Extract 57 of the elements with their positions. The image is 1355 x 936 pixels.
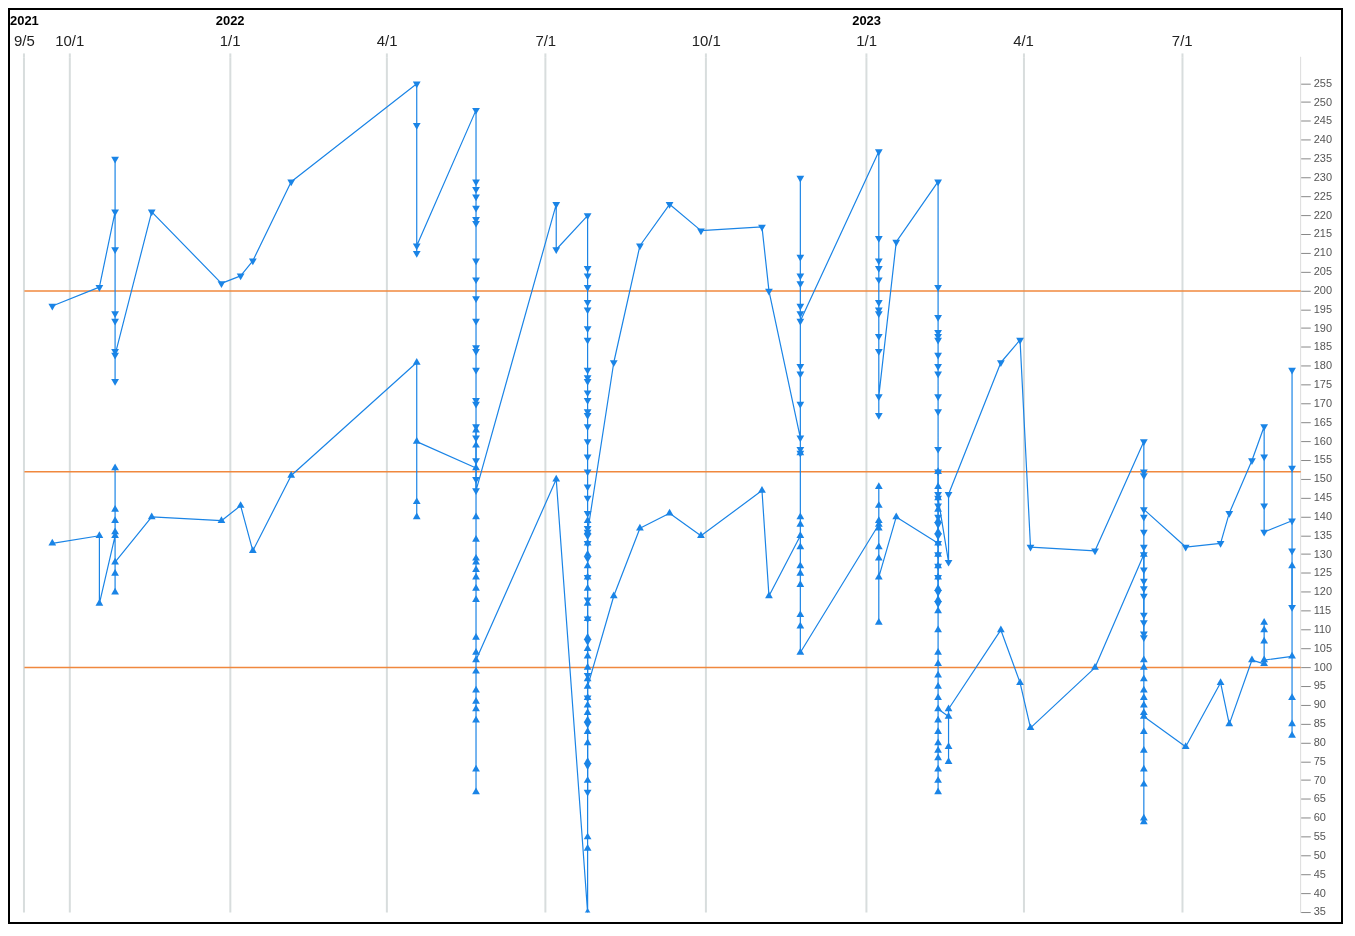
y-tick-label: 140 <box>1313 509 1332 522</box>
y-tick-label: 185 <box>1313 340 1332 353</box>
y-tick-label: 230 <box>1313 170 1332 183</box>
y-tick-label: 200 <box>1313 283 1332 296</box>
y-tick-label: 110 <box>1313 622 1332 635</box>
x-tick-label: 9/5 <box>14 31 35 49</box>
y-tick-label: 95 <box>1313 679 1326 692</box>
y-tick-label: 150 <box>1313 472 1332 485</box>
y-tick-label: 90 <box>1313 698 1326 711</box>
y-tick-label: 205 <box>1313 265 1332 278</box>
x-tick-label: 10/1 <box>691 31 721 49</box>
y-tick-label: 105 <box>1313 641 1332 654</box>
y-tick-label: 155 <box>1313 453 1332 466</box>
x-tick-label: 1/1 <box>856 31 877 49</box>
x-tick-label: 1/1 <box>219 31 241 49</box>
y-tick-label: 195 <box>1313 302 1332 315</box>
x-tick-label: 10/1 <box>55 31 85 49</box>
y-tick-label: 45 <box>1313 867 1326 880</box>
x2-tick-label: 2022 <box>215 13 245 29</box>
y-tick-label: 175 <box>1313 378 1332 391</box>
x2-tick-label: 2023 <box>852 13 881 29</box>
y-tick-label: 40 <box>1313 886 1326 899</box>
y-tick-label: 215 <box>1313 227 1332 240</box>
y-tick-label: 220 <box>1313 208 1332 221</box>
y-tick-label: 190 <box>1313 321 1332 334</box>
y-tick-label: 75 <box>1313 754 1326 767</box>
x-tick-label: 7/1 <box>535 31 557 49</box>
y-tick-label: 80 <box>1313 735 1326 748</box>
y-tick-label: 120 <box>1313 585 1332 598</box>
y-tick-label: 235 <box>1313 152 1332 165</box>
x-tick-label: 7/1 <box>1171 31 1193 49</box>
y-tick-label: 170 <box>1313 396 1332 409</box>
y-tick-label: 250 <box>1313 95 1332 108</box>
y-tick-label: 60 <box>1313 811 1326 824</box>
y-tick-label: 240 <box>1313 133 1332 146</box>
y-tick-label: 100 <box>1313 660 1332 673</box>
y-tick-label: 65 <box>1313 792 1326 805</box>
x-tick-label: 4/1 <box>1013 31 1034 49</box>
y-tick-label: 70 <box>1313 773 1326 786</box>
y-tick-label: 125 <box>1313 566 1332 579</box>
y-tick-label: 115 <box>1313 604 1332 617</box>
x-tick-label: 4/1 <box>376 31 398 49</box>
y-tick-label: 145 <box>1313 491 1332 504</box>
y-tick-label: 245 <box>1313 114 1332 127</box>
y-tick-label: 160 <box>1313 434 1332 447</box>
y-tick-label: 135 <box>1313 528 1332 541</box>
y-tick-label: 180 <box>1313 359 1332 372</box>
y-tick-label: 85 <box>1313 717 1326 730</box>
y-tick-label: 210 <box>1313 246 1332 259</box>
y-tick-label: 50 <box>1313 848 1326 861</box>
y-tick-label: 165 <box>1313 415 1332 428</box>
y-tick-label: 35 <box>1313 905 1326 918</box>
y-tick-label: 55 <box>1313 830 1326 843</box>
y-tick-label: 225 <box>1313 189 1332 202</box>
y-tick-label: 130 <box>1313 547 1332 560</box>
y-tick-label: 255 <box>1313 76 1332 89</box>
x2-tick-label: 2021 <box>10 13 39 29</box>
